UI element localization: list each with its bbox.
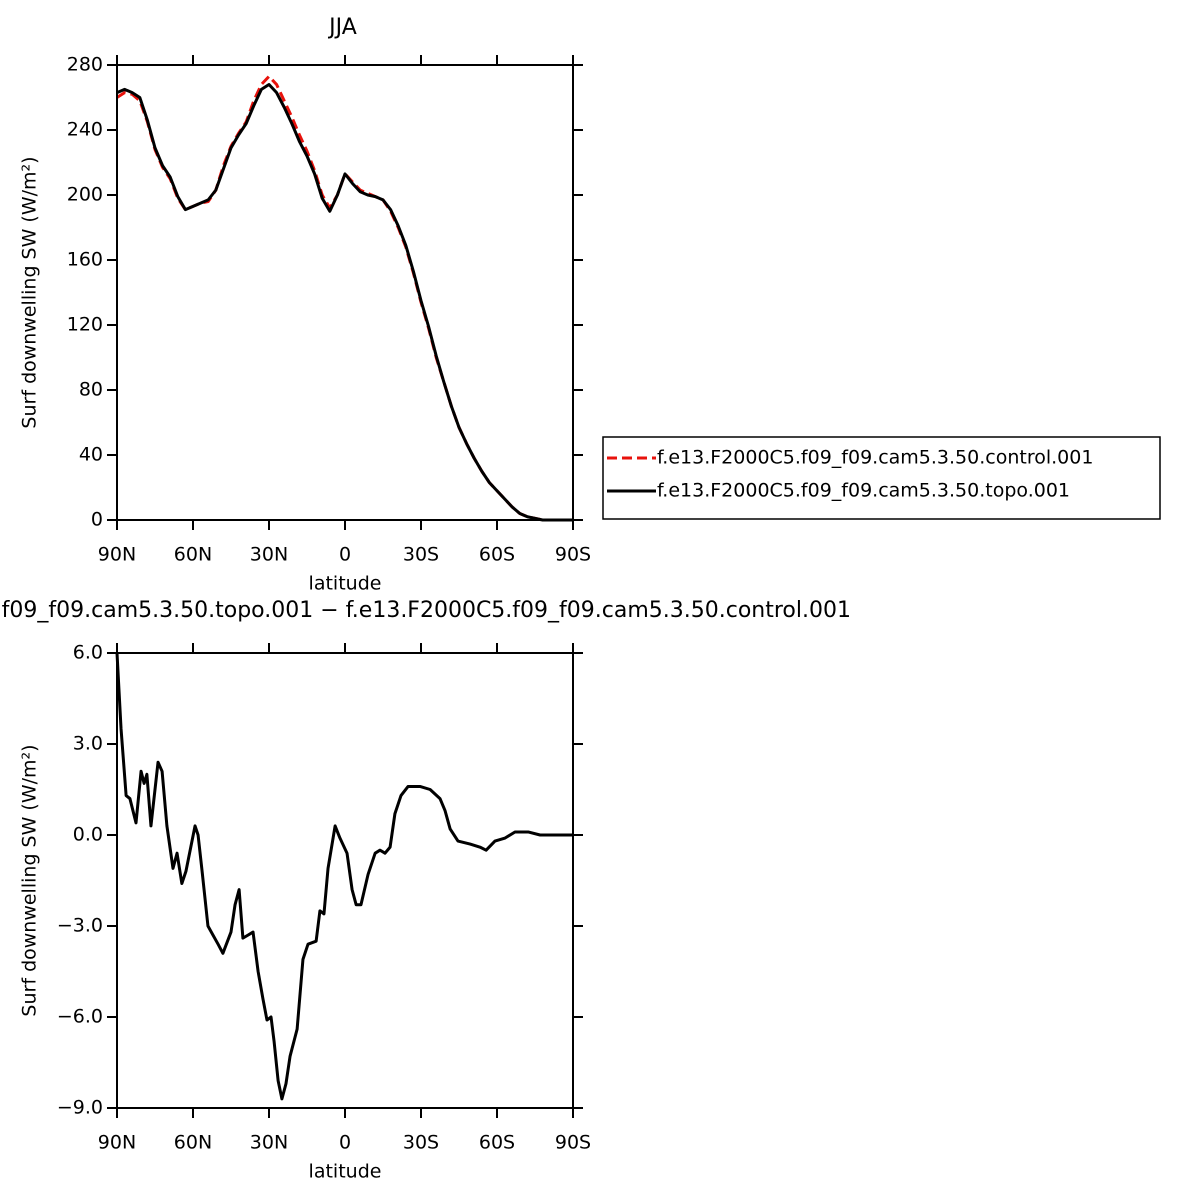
plot-frame	[116, 64, 574, 521]
x-tick-label: 90S	[555, 1132, 591, 1154]
legend-box	[602, 436, 1161, 520]
y-axis-label: Surf downwelling SW (W/m²)	[19, 744, 41, 1016]
x-tick-label: 30N	[250, 1132, 288, 1154]
y-tick-label: −9.0	[57, 1097, 103, 1119]
y-tick-label: −6.0	[57, 1006, 103, 1028]
plot-frame	[116, 652, 574, 1109]
x-axis-label: latitude	[309, 1161, 382, 1183]
y-tick-label: 240	[67, 119, 103, 141]
x-tick-label: 60N	[174, 1132, 212, 1154]
y-tick-label: 0	[91, 509, 103, 531]
x-tick-label: 30S	[403, 1132, 439, 1154]
chart-title: JJA	[327, 15, 357, 40]
x-tick-label: 90S	[555, 544, 591, 566]
x-tick-label: 60S	[479, 544, 515, 566]
x-tick-label: 0	[339, 1132, 351, 1154]
data-line	[115, 652, 573, 1101]
x-tick-label: 90N	[98, 544, 136, 566]
x-tick-label: 30S	[403, 544, 439, 566]
y-tick-label: 6.0	[73, 642, 103, 664]
y-axis-label: Surf downwelling SW (W/m²)	[19, 156, 41, 428]
x-tick-label: 60N	[174, 544, 212, 566]
data-line	[116, 83, 573, 522]
y-tick-label: 80	[79, 379, 103, 401]
x-tick-label: 90N	[98, 1132, 136, 1154]
x-tick-label: 30N	[250, 544, 288, 566]
x-tick-label: 60S	[479, 1132, 515, 1154]
y-tick-label: 280	[67, 54, 103, 76]
y-tick-label: 120	[67, 314, 103, 336]
y-tick-label: −3.0	[57, 915, 103, 937]
y-tick-label: 0.0	[73, 824, 103, 846]
y-tick-label: 40	[79, 444, 103, 466]
legend-label: f.e13.F2000C5.f09_f09.cam5.3.50.topo.001	[657, 480, 1070, 502]
y-tick-label: 200	[67, 184, 103, 206]
chart-title: f.e13.F2000C5.f09_f09.cam5.3.50.topo.001…	[0, 598, 851, 623]
legend-label: f.e13.F2000C5.f09_f09.cam5.3.50.control.…	[657, 447, 1093, 469]
x-tick-label: 0	[339, 544, 351, 566]
y-tick-label: 3.0	[73, 733, 103, 755]
x-axis-label: latitude	[309, 573, 382, 595]
data-line	[116, 74, 573, 522]
y-tick-label: 160	[67, 249, 103, 271]
